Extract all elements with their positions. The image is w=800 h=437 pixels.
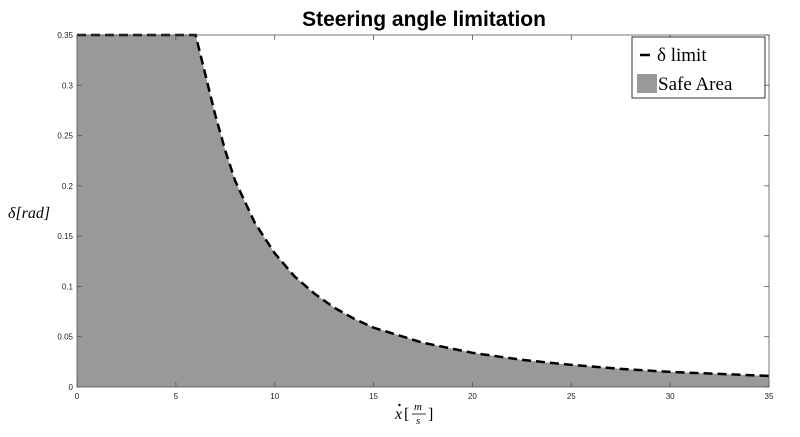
x-tick-label: 0 (75, 392, 80, 401)
svg-text:m: m (414, 401, 422, 413)
y-tick-label: 0.1 (62, 282, 74, 291)
x-axis-label-symbol: x (394, 406, 402, 423)
y-tick-label: 0.2 (62, 182, 74, 191)
y-axis-label: δ[rad] (8, 205, 50, 222)
svg-text:s: s (416, 415, 420, 427)
y-tick-label: 0.15 (57, 232, 73, 241)
plot-area (76, 33, 770, 388)
x-tick-label: 20 (468, 392, 477, 401)
x-axis-label-dot (398, 403, 401, 407)
x-tick-label: 10 (270, 392, 279, 401)
chart-title: Steering angle limitation (302, 8, 546, 31)
x-tick-label: 25 (567, 392, 576, 401)
legend-item-delta-limit: δ limit (657, 45, 707, 66)
svg-text:]: ] (428, 406, 433, 423)
y-tick-label: 0.25 (57, 132, 73, 141)
x-axis-ticks: 0 5 10 15 20 25 30 35 (75, 35, 774, 401)
y-tick-label: 0.3 (62, 81, 74, 90)
plot-frame (76, 34, 770, 388)
legend-item-safe-area: Safe Area (658, 74, 733, 95)
x-tick-label: 15 (369, 392, 378, 401)
y-tick-label: 0.35 (57, 31, 73, 40)
x-tick-label: 35 (765, 392, 774, 401)
y-tick-label: 0.05 (57, 333, 73, 342)
x-tick-label: 5 (174, 392, 179, 401)
delta-limit-line (77, 33, 770, 378)
x-axis-label: x [ m s ] (394, 401, 433, 427)
y-tick-label: 0 (69, 383, 74, 392)
svg-text:[: [ (404, 406, 409, 423)
legend-fill-swatch (637, 74, 657, 93)
safe-area-fill (77, 35, 769, 387)
legend: δ limit Safe Area (631, 36, 766, 99)
x-tick-label: 30 (666, 392, 675, 401)
y-axis-ticks: 0 0.05 0.1 0.15 0.2 0.25 0.3 0.35 (57, 31, 769, 392)
